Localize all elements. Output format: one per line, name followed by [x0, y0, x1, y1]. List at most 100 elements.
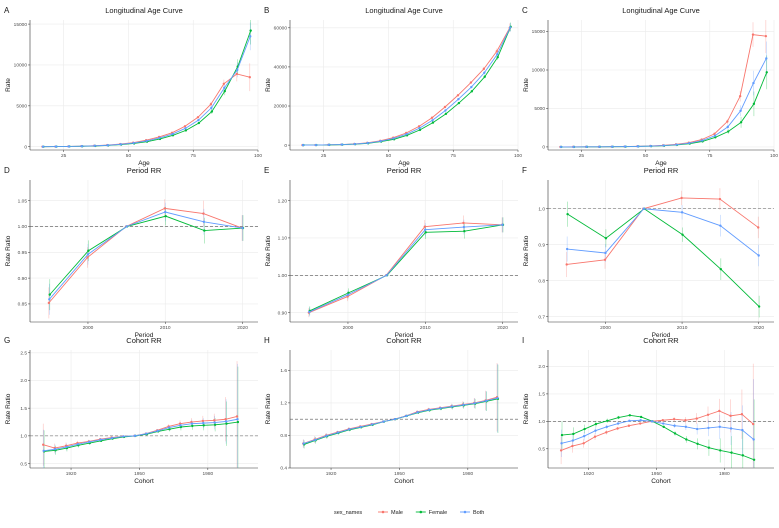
- data-point-both: [741, 428, 744, 432]
- panel-label: F: [522, 166, 527, 175]
- y-tick-label: 2.0: [20, 378, 27, 384]
- data-point-both: [418, 126, 421, 130]
- data-point-both: [496, 53, 499, 56]
- y-tick-label: 0.7: [538, 314, 545, 320]
- legend-label: Both: [473, 510, 484, 516]
- data-point-male: [752, 422, 755, 426]
- data-point-female: [197, 121, 201, 125]
- legend-title: sex_names: [334, 510, 362, 516]
- data-point-male: [482, 67, 486, 71]
- x-tick-label: 2000: [83, 325, 94, 331]
- data-point-male: [495, 50, 499, 53]
- data-point-female: [628, 414, 632, 417]
- data-point-male: [202, 212, 205, 215]
- data-point-both: [106, 144, 109, 147]
- data-point-both: [585, 145, 588, 149]
- data-point-both: [110, 436, 114, 440]
- x-tick-label: 2020: [237, 325, 248, 331]
- y-tick-label: 1.5: [20, 406, 27, 412]
- data-point-both: [616, 422, 620, 425]
- series-line-female: [303, 26, 512, 146]
- series-line-both: [309, 224, 503, 313]
- x-tick-label: 1950: [134, 471, 145, 477]
- data-point-female: [496, 55, 499, 59]
- data-point-male: [571, 444, 574, 448]
- data-point-both: [439, 406, 442, 410]
- data-point-both: [636, 145, 640, 148]
- data-point-female: [719, 267, 723, 271]
- data-point-both: [444, 109, 447, 112]
- legend-key-point: [419, 510, 423, 514]
- data-point-female: [594, 422, 598, 426]
- data-point-male: [764, 34, 768, 38]
- data-point-both: [99, 438, 102, 441]
- data-point-female: [444, 112, 448, 116]
- series-line-male: [308, 222, 503, 314]
- data-point-both: [726, 125, 729, 129]
- data-point-female: [87, 249, 90, 252]
- data-point-female: [583, 427, 586, 431]
- panel-title: Cohort RR: [386, 336, 422, 345]
- y-tick-label: 0.8: [538, 278, 545, 284]
- data-point-male: [680, 196, 683, 200]
- data-point-both: [509, 26, 512, 29]
- data-point-male: [86, 256, 89, 259]
- x-tick-label: 2010: [420, 325, 431, 331]
- x-axis-label: Cohort: [651, 478, 671, 485]
- legend-label: Male: [391, 510, 403, 516]
- data-point-both: [385, 274, 388, 277]
- data-point-female: [463, 229, 466, 233]
- y-tick-label: 0.4: [280, 466, 287, 472]
- data-point-female: [765, 71, 768, 74]
- data-point-male: [639, 422, 642, 425]
- data-point-female: [752, 458, 756, 461]
- data-point-both: [190, 422, 194, 425]
- panel-I: I Cohort RR 0.5 1.0 1.5 2.0 1920 1950 1980 Cohort…: [522, 336, 774, 485]
- data-point-both: [662, 144, 665, 147]
- legend-key-point: [381, 510, 385, 514]
- series-line-female: [303, 398, 499, 445]
- x-axis-label: Cohort: [394, 478, 414, 485]
- y-tick-label: 0.5: [538, 446, 545, 452]
- data-point-both: [752, 81, 755, 85]
- data-point-male: [423, 225, 427, 228]
- y-tick-label: 10000: [14, 63, 28, 69]
- y-tick-label: 1.10: [278, 236, 288, 242]
- data-point-female: [741, 454, 745, 457]
- data-point-female: [203, 229, 206, 232]
- data-point-both: [184, 127, 187, 130]
- data-point-both: [313, 438, 317, 442]
- data-point-female: [572, 432, 575, 436]
- data-point-both: [132, 141, 135, 145]
- data-point-both: [628, 419, 631, 422]
- data-point-male: [713, 132, 716, 136]
- data-point-both: [642, 207, 645, 210]
- data-point-female: [560, 433, 564, 437]
- legend-item-both: Both: [460, 510, 484, 516]
- data-point-both: [450, 405, 454, 408]
- y-tick-label: 10000: [532, 68, 546, 74]
- y-axis-label: Rate Ratio: [523, 235, 530, 266]
- series-line-female: [43, 30, 252, 148]
- panel-title: Period RR: [644, 166, 679, 175]
- data-point-both: [752, 438, 755, 441]
- data-point-female: [225, 422, 228, 425]
- data-point-male: [47, 301, 51, 305]
- series-line-both: [560, 58, 767, 148]
- data-point-both: [86, 253, 90, 256]
- data-point-both: [393, 417, 397, 421]
- data-point-both: [695, 427, 699, 431]
- data-point-both: [353, 142, 356, 146]
- y-axis-label: Rate Ratio: [265, 393, 272, 424]
- x-axis-label: Period: [135, 332, 154, 339]
- data-point-both: [54, 145, 58, 148]
- x-tick-label: 75: [451, 153, 457, 159]
- data-point-both: [649, 144, 652, 148]
- data-point-both: [559, 145, 563, 149]
- y-tick-label: 1.00: [18, 224, 28, 230]
- x-tick-label: 75: [707, 153, 713, 159]
- x-axis-label: Period: [395, 332, 414, 339]
- y-tick-label: 40000: [274, 65, 288, 71]
- x-tick-label: 1950: [651, 471, 662, 477]
